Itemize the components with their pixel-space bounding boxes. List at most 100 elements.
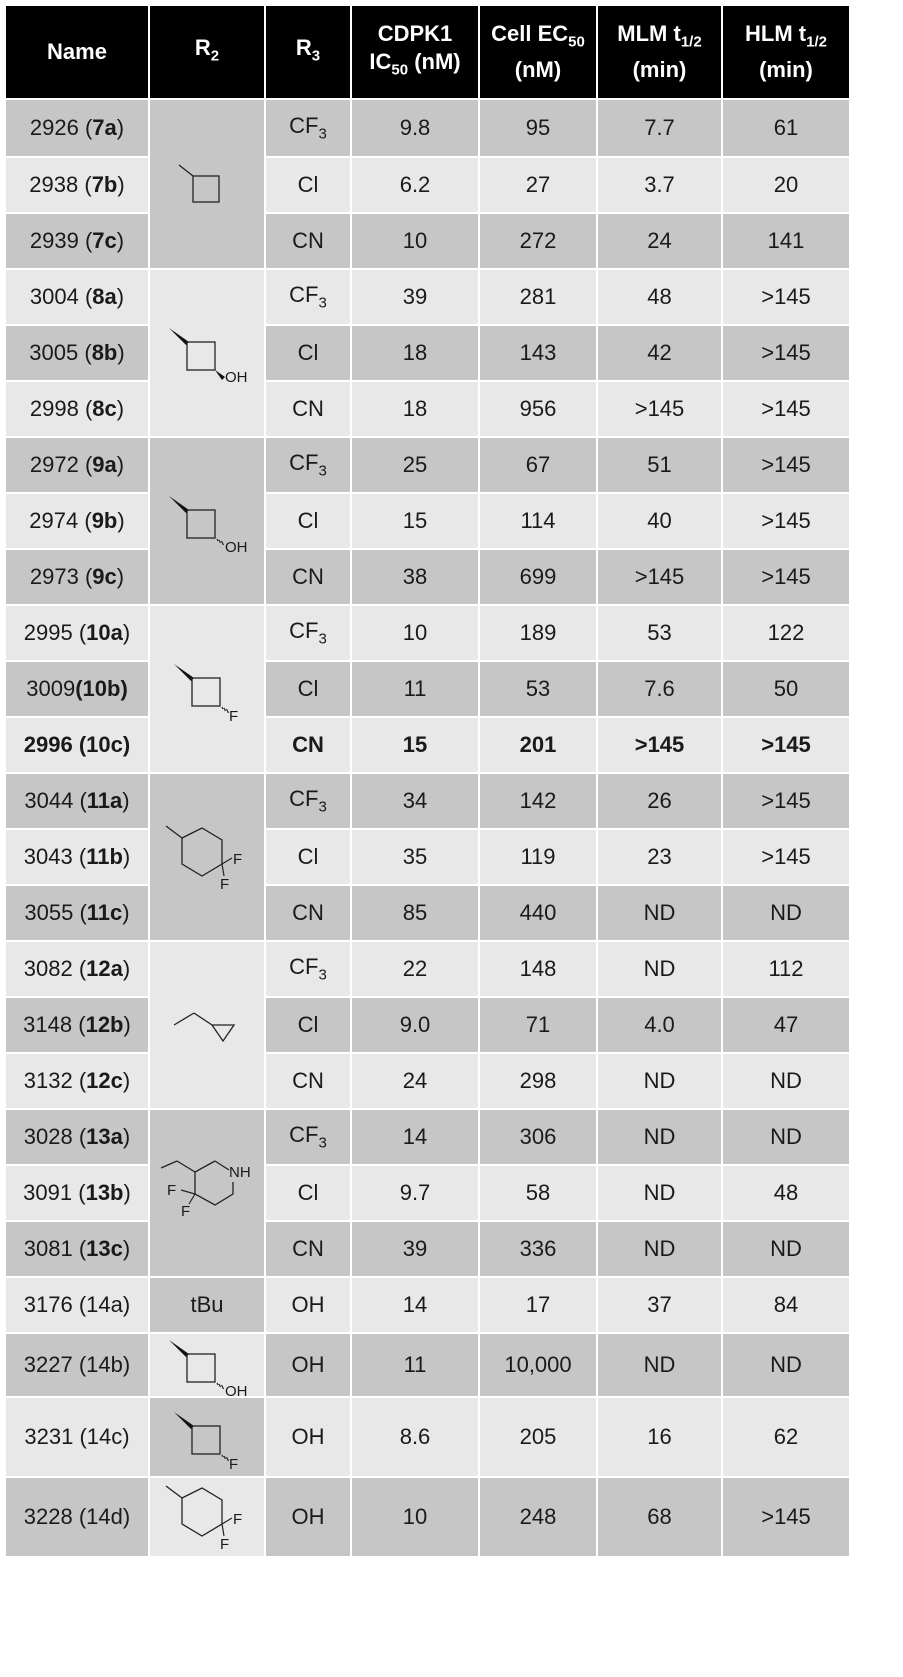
r3-cl: Cl — [297, 1180, 319, 1205]
compound-label: (14a) — [78, 1292, 131, 1317]
mlm-t-half-cell: 3.7 — [596, 156, 723, 214]
table-row: 3009(10b) Cl 11 53 7.6 50 — [4, 660, 851, 718]
compound-id: 3044 — [24, 788, 74, 813]
cell-ec50-cell: 53 — [478, 660, 598, 718]
compound-label: 13b — [85, 1180, 124, 1205]
compound-label: 9a — [92, 452, 117, 477]
table-row: 2939 (7c) CN 10 272 24 141 — [4, 212, 851, 270]
compound-label: 9c — [92, 564, 117, 589]
hlm-t-half-cell: ND — [721, 884, 851, 942]
header-cdpk1-sub: 50 — [391, 61, 409, 79]
r3-cl: Cl — [297, 508, 319, 533]
cell-ec50-cell: 956 — [478, 380, 598, 438]
r3-cell: Cl — [264, 1164, 352, 1222]
r2-cell — [148, 940, 266, 1110]
r3-cell: Cl — [264, 996, 352, 1054]
header-cell-line1: Cell EC50 — [480, 20, 596, 56]
r3-cell: CN — [264, 884, 352, 942]
cdpk1-ic50-cell: 14 — [350, 1108, 480, 1166]
r3-cf3-sub: 3 — [318, 294, 327, 312]
cell-ec50-cell: 27 — [478, 156, 598, 214]
name-cell: 2996 (10c) — [4, 716, 150, 774]
compound-id: 3028 — [23, 1124, 73, 1149]
r3-cl: Cl — [297, 1012, 319, 1037]
compound-label: 11c — [86, 900, 123, 925]
hlm-t-half-cell: 48 — [721, 1164, 851, 1222]
name-cell: 2995 (10a) — [4, 604, 150, 662]
compound-label: 13c — [86, 1236, 123, 1261]
header-hlm-unit: (min) — [759, 57, 813, 83]
header-cdpk1-line2: IC50 (nM) — [352, 48, 478, 84]
table-row: 3005 (8b) Cl 18 143 42 >145 — [4, 324, 851, 382]
r3-cell: Cl — [264, 828, 352, 886]
header-row: Name R2 R3 CDPK1 IC50 (nM) Cell EC50 (nM… — [4, 4, 851, 100]
mlm-t-half-cell: 7.7 — [596, 98, 723, 158]
cell-ec50-cell: 189 — [478, 604, 598, 662]
hlm-t-half-cell: ND — [721, 1108, 851, 1166]
cell-ec50-cell: 205 — [478, 1396, 598, 1478]
name-cell: 3148 (12b) — [4, 996, 150, 1054]
r3-cell: CF3 — [264, 268, 352, 326]
compound-id: 2938 — [29, 172, 79, 197]
r3-cell: CN — [264, 1052, 352, 1110]
oh-label: OH — [225, 539, 248, 556]
r3-cell: OH — [264, 1476, 352, 1558]
r3-cell: Cl — [264, 492, 352, 550]
r3-cf3: CF — [289, 282, 319, 308]
table-row: 2996 (10c) CN 15 201 >145 >145 — [4, 716, 851, 774]
f-label: F — [229, 708, 238, 725]
cyclopropylmethyl-structure — [173, 1012, 236, 1043]
table-row: 2974 (9b) Cl 15 114 40 >145 — [4, 492, 851, 550]
compound-id: 3228 — [23, 1504, 73, 1529]
header-name: Name — [4, 4, 150, 100]
header-mlm-main: MLM t — [617, 20, 681, 46]
compound-label: (14c) — [79, 1424, 130, 1449]
mlm-t-half-cell: ND — [596, 1332, 723, 1398]
mlm-t-half-cell: 7.6 — [596, 660, 723, 718]
cdpk1-ic50-cell: 35 — [350, 828, 480, 886]
mlm-t-half-cell: ND — [596, 1052, 723, 1110]
r3-cf3: CF — [289, 618, 319, 644]
r3-cell: CF3 — [264, 604, 352, 662]
cdpk1-ic50-cell: 25 — [350, 436, 480, 494]
name-cell: 3176 (14a) — [4, 1276, 150, 1334]
header-cell-sub: 50 — [568, 33, 585, 51]
mlm-t-half-cell: 23 — [596, 828, 723, 886]
cell-ec50-cell: 336 — [478, 1220, 598, 1278]
table-row: 3081 (13c) CN 39 336 ND ND — [4, 1220, 851, 1278]
compound-id: 2995 — [23, 620, 73, 645]
cdpk1-ic50-cell: 15 — [350, 716, 480, 774]
header-r2-main: R — [194, 34, 211, 60]
r3-oh: OH — [291, 1292, 325, 1317]
hlm-t-half-cell: >145 — [721, 716, 851, 774]
header-cdpk1-ic: IC — [369, 48, 392, 74]
mlm-t-half-cell: >145 — [596, 716, 723, 774]
r3-cell: CN — [264, 548, 352, 606]
r3-cf3-sub: 3 — [318, 125, 327, 143]
mlm-t-half-cell: ND — [596, 884, 723, 942]
compound-id: 2973 — [29, 564, 79, 589]
r3-cl: Cl — [297, 676, 319, 701]
r3-cn: CN — [292, 228, 324, 253]
header-cdpk1-unit: (nM) — [408, 48, 461, 74]
cdpk1-ic50-cell: 9.7 — [350, 1164, 480, 1222]
name-cell: 2938 (7b) — [4, 156, 150, 214]
r3-cell: CN — [264, 212, 352, 270]
mlm-t-half-cell: 16 — [596, 1396, 723, 1478]
hlm-t-half-cell: >145 — [721, 324, 851, 382]
compound-id: 2996 — [23, 732, 73, 757]
r2-cell: F — [148, 604, 266, 774]
trans-hydroxycyclobutyl-structure: OH — [169, 1340, 248, 1400]
compound-label: 7a — [92, 115, 117, 140]
cdpk1-ic50-cell: 11 — [350, 660, 480, 718]
compound-id: 2926 — [29, 115, 79, 140]
nh-label: NH — [229, 1164, 251, 1181]
hlm-t-half-cell: >145 — [721, 828, 851, 886]
cdpk1-ic50-cell: 18 — [350, 380, 480, 438]
hlm-t-half-cell: 141 — [721, 212, 851, 270]
compound-label: 11b — [86, 844, 123, 869]
table-row: 3091 (13b) Cl 9.7 58 ND 48 — [4, 1164, 851, 1222]
cell-ec50-cell: 298 — [478, 1052, 598, 1110]
compound-id: 3009 — [26, 676, 76, 701]
